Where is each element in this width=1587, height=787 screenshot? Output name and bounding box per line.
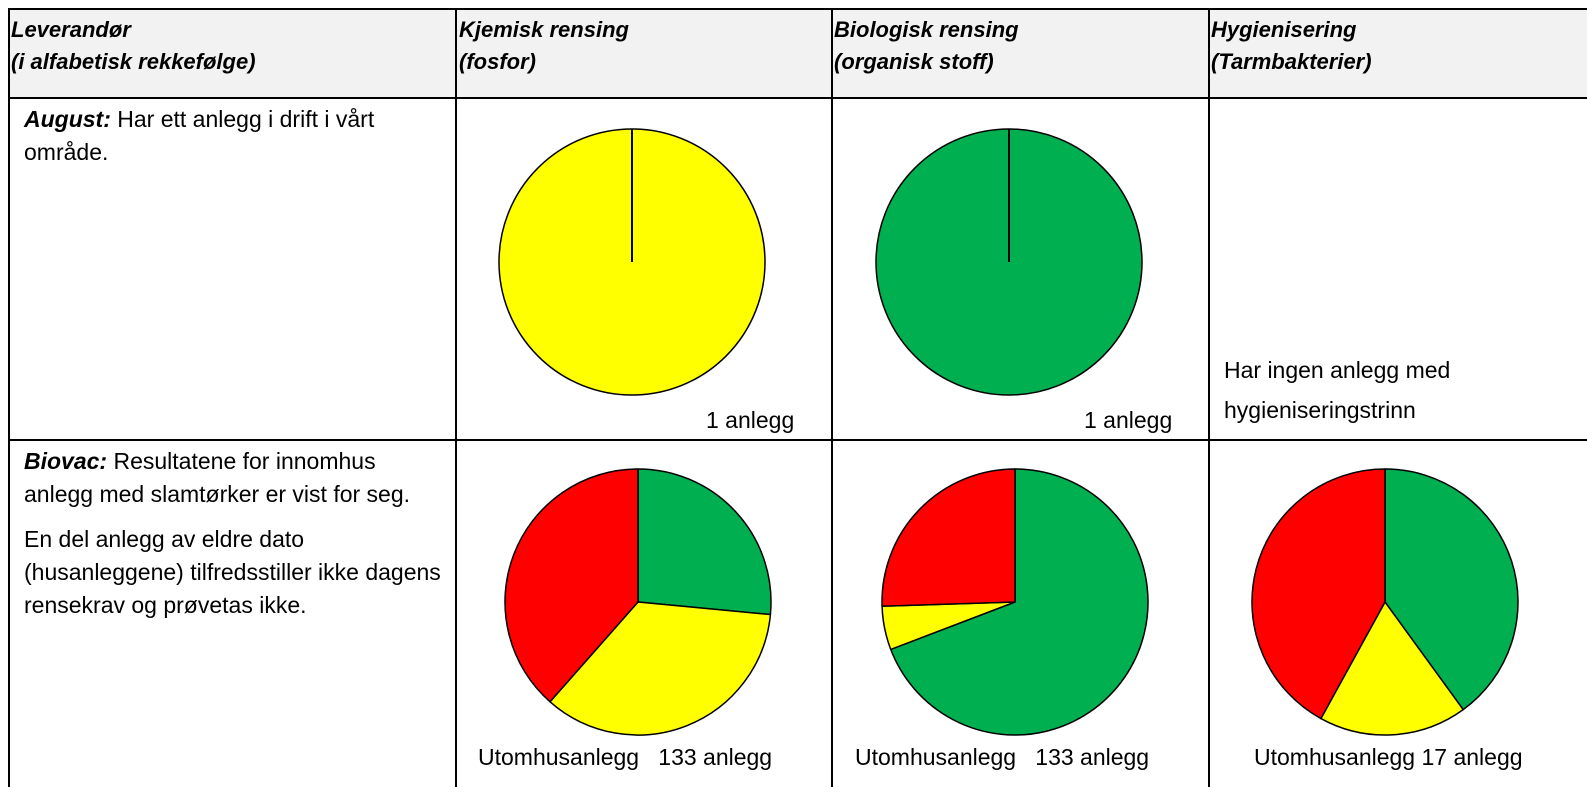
header-title: Hygienisering bbox=[1211, 17, 1357, 42]
supplier-text: Resultatene for innomhus anlegg med slam… bbox=[24, 448, 411, 507]
august-hygienisering-note: Har ingen anlegg med hygieniseringstrinn bbox=[1224, 357, 1451, 423]
header-title: Kjemisk rensing bbox=[459, 17, 629, 42]
col-divider-2 bbox=[831, 8, 833, 787]
pie-slice-red bbox=[881, 468, 1016, 607]
supplier-name: August: bbox=[24, 106, 111, 132]
header-kjemisk: Kjemisk rensing (fosfor) bbox=[459, 14, 629, 78]
header-title: Biologisk rensing bbox=[834, 17, 1019, 42]
header-row bbox=[8, 8, 1587, 97]
pie-chart-august-biologisk bbox=[875, 128, 1143, 396]
supplier-text-extra: En del anlegg av eldre dato (husanleggen… bbox=[24, 526, 441, 618]
pie-slice-green bbox=[889, 468, 1149, 736]
pie-slice-green bbox=[1384, 468, 1519, 711]
header-hygienisering: Hygienisering (Tarmbakterier) bbox=[1211, 14, 1372, 78]
caption-biovac-biologisk: Utomhusanlegg 133 anlegg bbox=[855, 744, 1150, 770]
table-top-border bbox=[8, 8, 1587, 10]
table-left-border bbox=[8, 8, 10, 787]
pie-chart-august-kjemisk bbox=[498, 128, 766, 396]
header-biologisk: Biologisk rensing (organisk stoff) bbox=[834, 14, 1019, 78]
pie-slice-green bbox=[637, 468, 772, 616]
caption-biovac-kjemisk: Utomhusanlegg 133 anlegg bbox=[478, 744, 773, 770]
supplier-text: Har ett anlegg i drift i vårt område. bbox=[24, 106, 375, 165]
pie-slice-red bbox=[1251, 468, 1386, 720]
pie-slice-yellow bbox=[549, 601, 772, 736]
pie-chart-biovac-hygienisering bbox=[1251, 468, 1519, 736]
col-divider-3 bbox=[1208, 8, 1210, 787]
header-subtitle: (i alfabetisk rekkefølge) bbox=[11, 49, 256, 74]
pie-slice-yellow bbox=[1320, 601, 1464, 736]
header-subtitle: (organisk stoff) bbox=[834, 49, 994, 74]
caption-biovac-hygienisering: Utomhusanlegg 17 anlegg bbox=[1254, 744, 1523, 770]
header-subtitle: (Tarmbakterier) bbox=[1211, 49, 1372, 74]
caption-august-biologisk: 1 anlegg bbox=[1084, 407, 1173, 433]
biovac-description: Biovac: Resultatene for innomhus anlegg … bbox=[24, 445, 444, 622]
pie-slice-red bbox=[504, 468, 639, 703]
col-divider-1 bbox=[455, 8, 457, 787]
august-description: August: Har ett anlegg i drift i vårt om… bbox=[24, 103, 444, 169]
header-title: Leverandør bbox=[11, 17, 131, 42]
supplier-name: Biovac: bbox=[24, 448, 108, 474]
caption-august-kjemisk: 1 anlegg bbox=[706, 407, 795, 433]
header-bottom-border bbox=[8, 97, 1587, 99]
header-subtitle: (fosfor) bbox=[459, 49, 536, 74]
pie-chart-biovac-kjemisk bbox=[504, 468, 772, 736]
header-leverandor: Leverandør (i alfabetisk rekkefølge) bbox=[11, 14, 256, 78]
pie-chart-biovac-biologisk bbox=[881, 468, 1149, 736]
row-divider bbox=[8, 439, 1587, 441]
